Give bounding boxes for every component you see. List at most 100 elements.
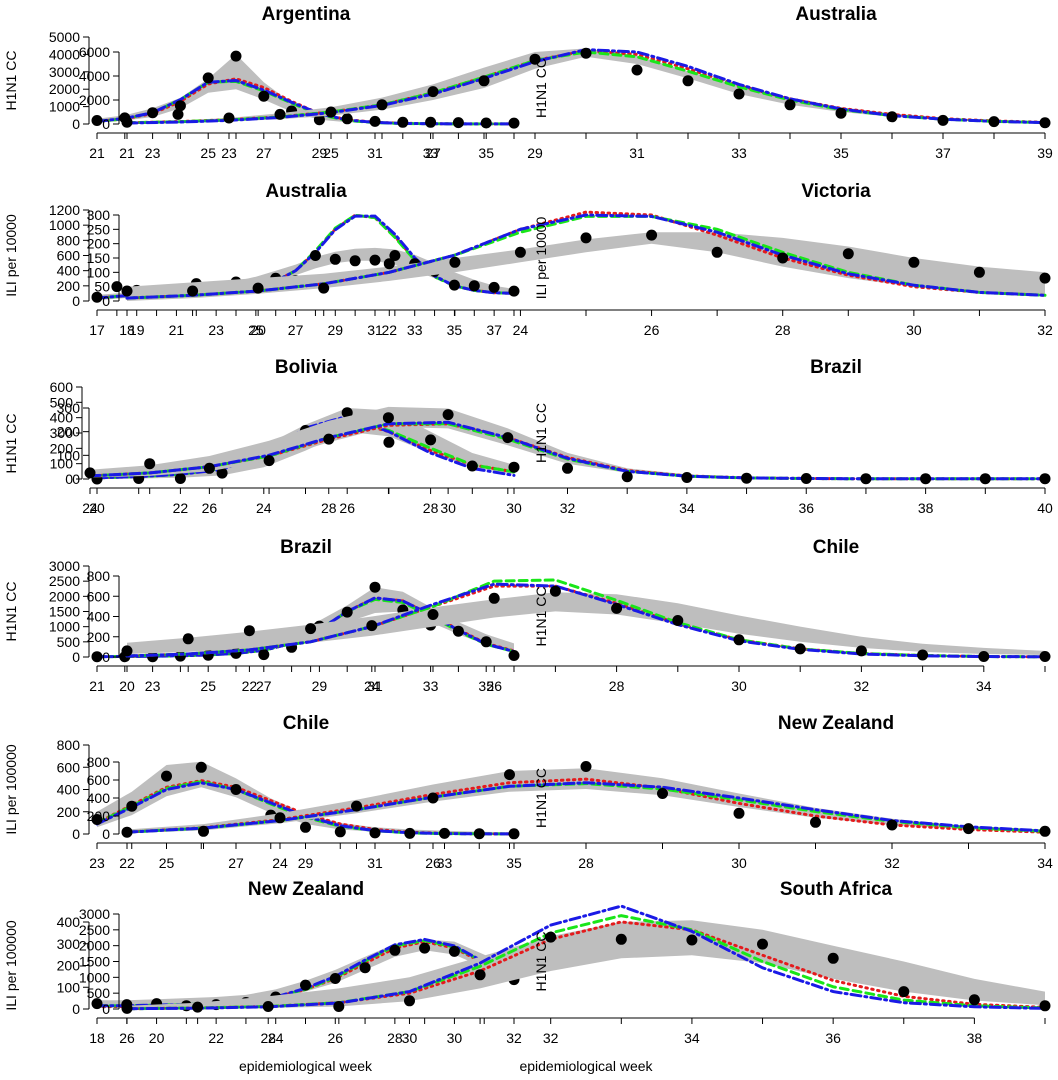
observed-point bbox=[300, 821, 311, 833]
observed-point bbox=[91, 998, 103, 1010]
observed-point bbox=[318, 282, 330, 294]
y-tick-label: 800 bbox=[57, 737, 81, 753]
x-tick-label: 34 bbox=[976, 678, 992, 694]
x-tick-label: 30 bbox=[506, 500, 522, 516]
observed-point bbox=[646, 229, 658, 241]
observed-point bbox=[1039, 825, 1051, 837]
x-tick-label: 25 bbox=[200, 678, 216, 694]
x-tick-label: 30 bbox=[402, 1030, 418, 1046]
observed-point bbox=[580, 761, 592, 772]
observed-point bbox=[425, 434, 437, 446]
y-tick-label: 1500 bbox=[49, 604, 80, 620]
observed-point bbox=[313, 114, 325, 126]
y-tick-label: 0 bbox=[72, 826, 80, 842]
x-tick-label: 27 bbox=[288, 322, 304, 338]
observed-point bbox=[397, 116, 409, 128]
panel-title: New Zealand bbox=[778, 713, 894, 734]
observed-point bbox=[341, 113, 353, 125]
observed-point bbox=[810, 816, 821, 828]
confidence-band bbox=[127, 592, 1045, 655]
observed-point bbox=[711, 246, 723, 258]
observed-point bbox=[473, 828, 485, 840]
observed-point bbox=[341, 606, 353, 618]
x-tick-label: 32 bbox=[1037, 322, 1053, 338]
confidence-band bbox=[97, 939, 514, 1008]
x-tick-label: 27 bbox=[256, 678, 272, 694]
y-tick-label: 200 bbox=[57, 804, 81, 820]
y-tick-label: 0 bbox=[65, 471, 73, 487]
y-tick-label: 0 bbox=[102, 116, 110, 132]
observed-point bbox=[84, 467, 96, 479]
observed-point bbox=[508, 285, 520, 297]
model-line-red bbox=[125, 777, 1047, 834]
observed-point bbox=[262, 1001, 274, 1012]
observed-point bbox=[1039, 117, 1051, 129]
observed-point bbox=[147, 107, 159, 119]
observed-point bbox=[333, 1001, 345, 1012]
y-tick-label: 800 bbox=[57, 232, 81, 248]
x-tick-label: 24 bbox=[82, 500, 98, 516]
observed-point bbox=[126, 800, 138, 812]
observed-point bbox=[504, 769, 515, 781]
observed-point bbox=[369, 254, 381, 266]
x-tick-label: 20 bbox=[119, 678, 135, 694]
x-tick-label: 25 bbox=[323, 145, 339, 161]
x-tick-label: 34 bbox=[679, 500, 695, 516]
y-tick-label: 600 bbox=[87, 588, 111, 604]
observed-point bbox=[474, 969, 486, 981]
observed-point bbox=[681, 472, 693, 483]
observed-point bbox=[1039, 272, 1051, 284]
y-tick-label: 500 bbox=[57, 634, 81, 650]
observed-point bbox=[161, 770, 172, 782]
x-tick-label: 24 bbox=[364, 678, 380, 694]
observed-point bbox=[657, 788, 668, 799]
model-line-blue bbox=[88, 420, 1047, 481]
observed-point bbox=[917, 649, 929, 661]
y-tick-label: 0 bbox=[72, 293, 80, 309]
y-tick-label: 0 bbox=[102, 649, 110, 665]
observed-point bbox=[91, 814, 103, 825]
observed-point bbox=[230, 50, 242, 62]
x-tick-label: 26 bbox=[119, 1030, 135, 1046]
observed-point bbox=[121, 645, 133, 657]
observed-point bbox=[366, 620, 378, 632]
observed-point bbox=[777, 252, 789, 264]
x-tick-label: 31 bbox=[629, 145, 645, 161]
x-tick-label: 27 bbox=[425, 145, 441, 161]
y-axis-label: H1N1 CC bbox=[3, 414, 19, 474]
y-tick-label: 250 bbox=[87, 221, 111, 237]
observed-point bbox=[369, 827, 381, 839]
x-tick-label: 23 bbox=[89, 855, 105, 871]
observed-point bbox=[258, 90, 270, 102]
observed-point bbox=[908, 256, 920, 268]
x-tick-label: 29 bbox=[298, 855, 314, 871]
y-tick-label: 50 bbox=[94, 279, 110, 295]
observed-point bbox=[198, 825, 209, 837]
x-tick-label: 23 bbox=[145, 145, 161, 161]
observed-point bbox=[383, 436, 395, 448]
x-tick-label: 28 bbox=[423, 500, 439, 516]
observed-point bbox=[91, 651, 103, 663]
x-tick-label: 30 bbox=[731, 855, 747, 871]
observed-point bbox=[369, 115, 381, 127]
x-tick-label: 26 bbox=[425, 855, 441, 871]
confidence-band bbox=[127, 920, 1045, 1009]
y-tick-label: 200 bbox=[87, 629, 111, 645]
x-tick-label: 35 bbox=[833, 145, 849, 161]
observed-point bbox=[508, 117, 520, 129]
y-tick-label: 1000 bbox=[79, 969, 110, 985]
panel-title: Brazil bbox=[810, 357, 862, 378]
x-tick-label: 30 bbox=[906, 322, 922, 338]
observed-point bbox=[425, 116, 437, 128]
y-axis-label: ILI per 100000 bbox=[3, 744, 19, 835]
y-tick-label: 1200 bbox=[49, 202, 80, 218]
observed-point bbox=[800, 473, 812, 484]
observed-point bbox=[329, 973, 341, 984]
x-tick-label: 36 bbox=[798, 500, 814, 516]
observed-point bbox=[452, 625, 464, 637]
x-tick-label: 26 bbox=[644, 322, 660, 338]
observed-point bbox=[309, 250, 321, 261]
observed-point bbox=[274, 812, 286, 824]
panel-title: Australia bbox=[795, 4, 877, 25]
